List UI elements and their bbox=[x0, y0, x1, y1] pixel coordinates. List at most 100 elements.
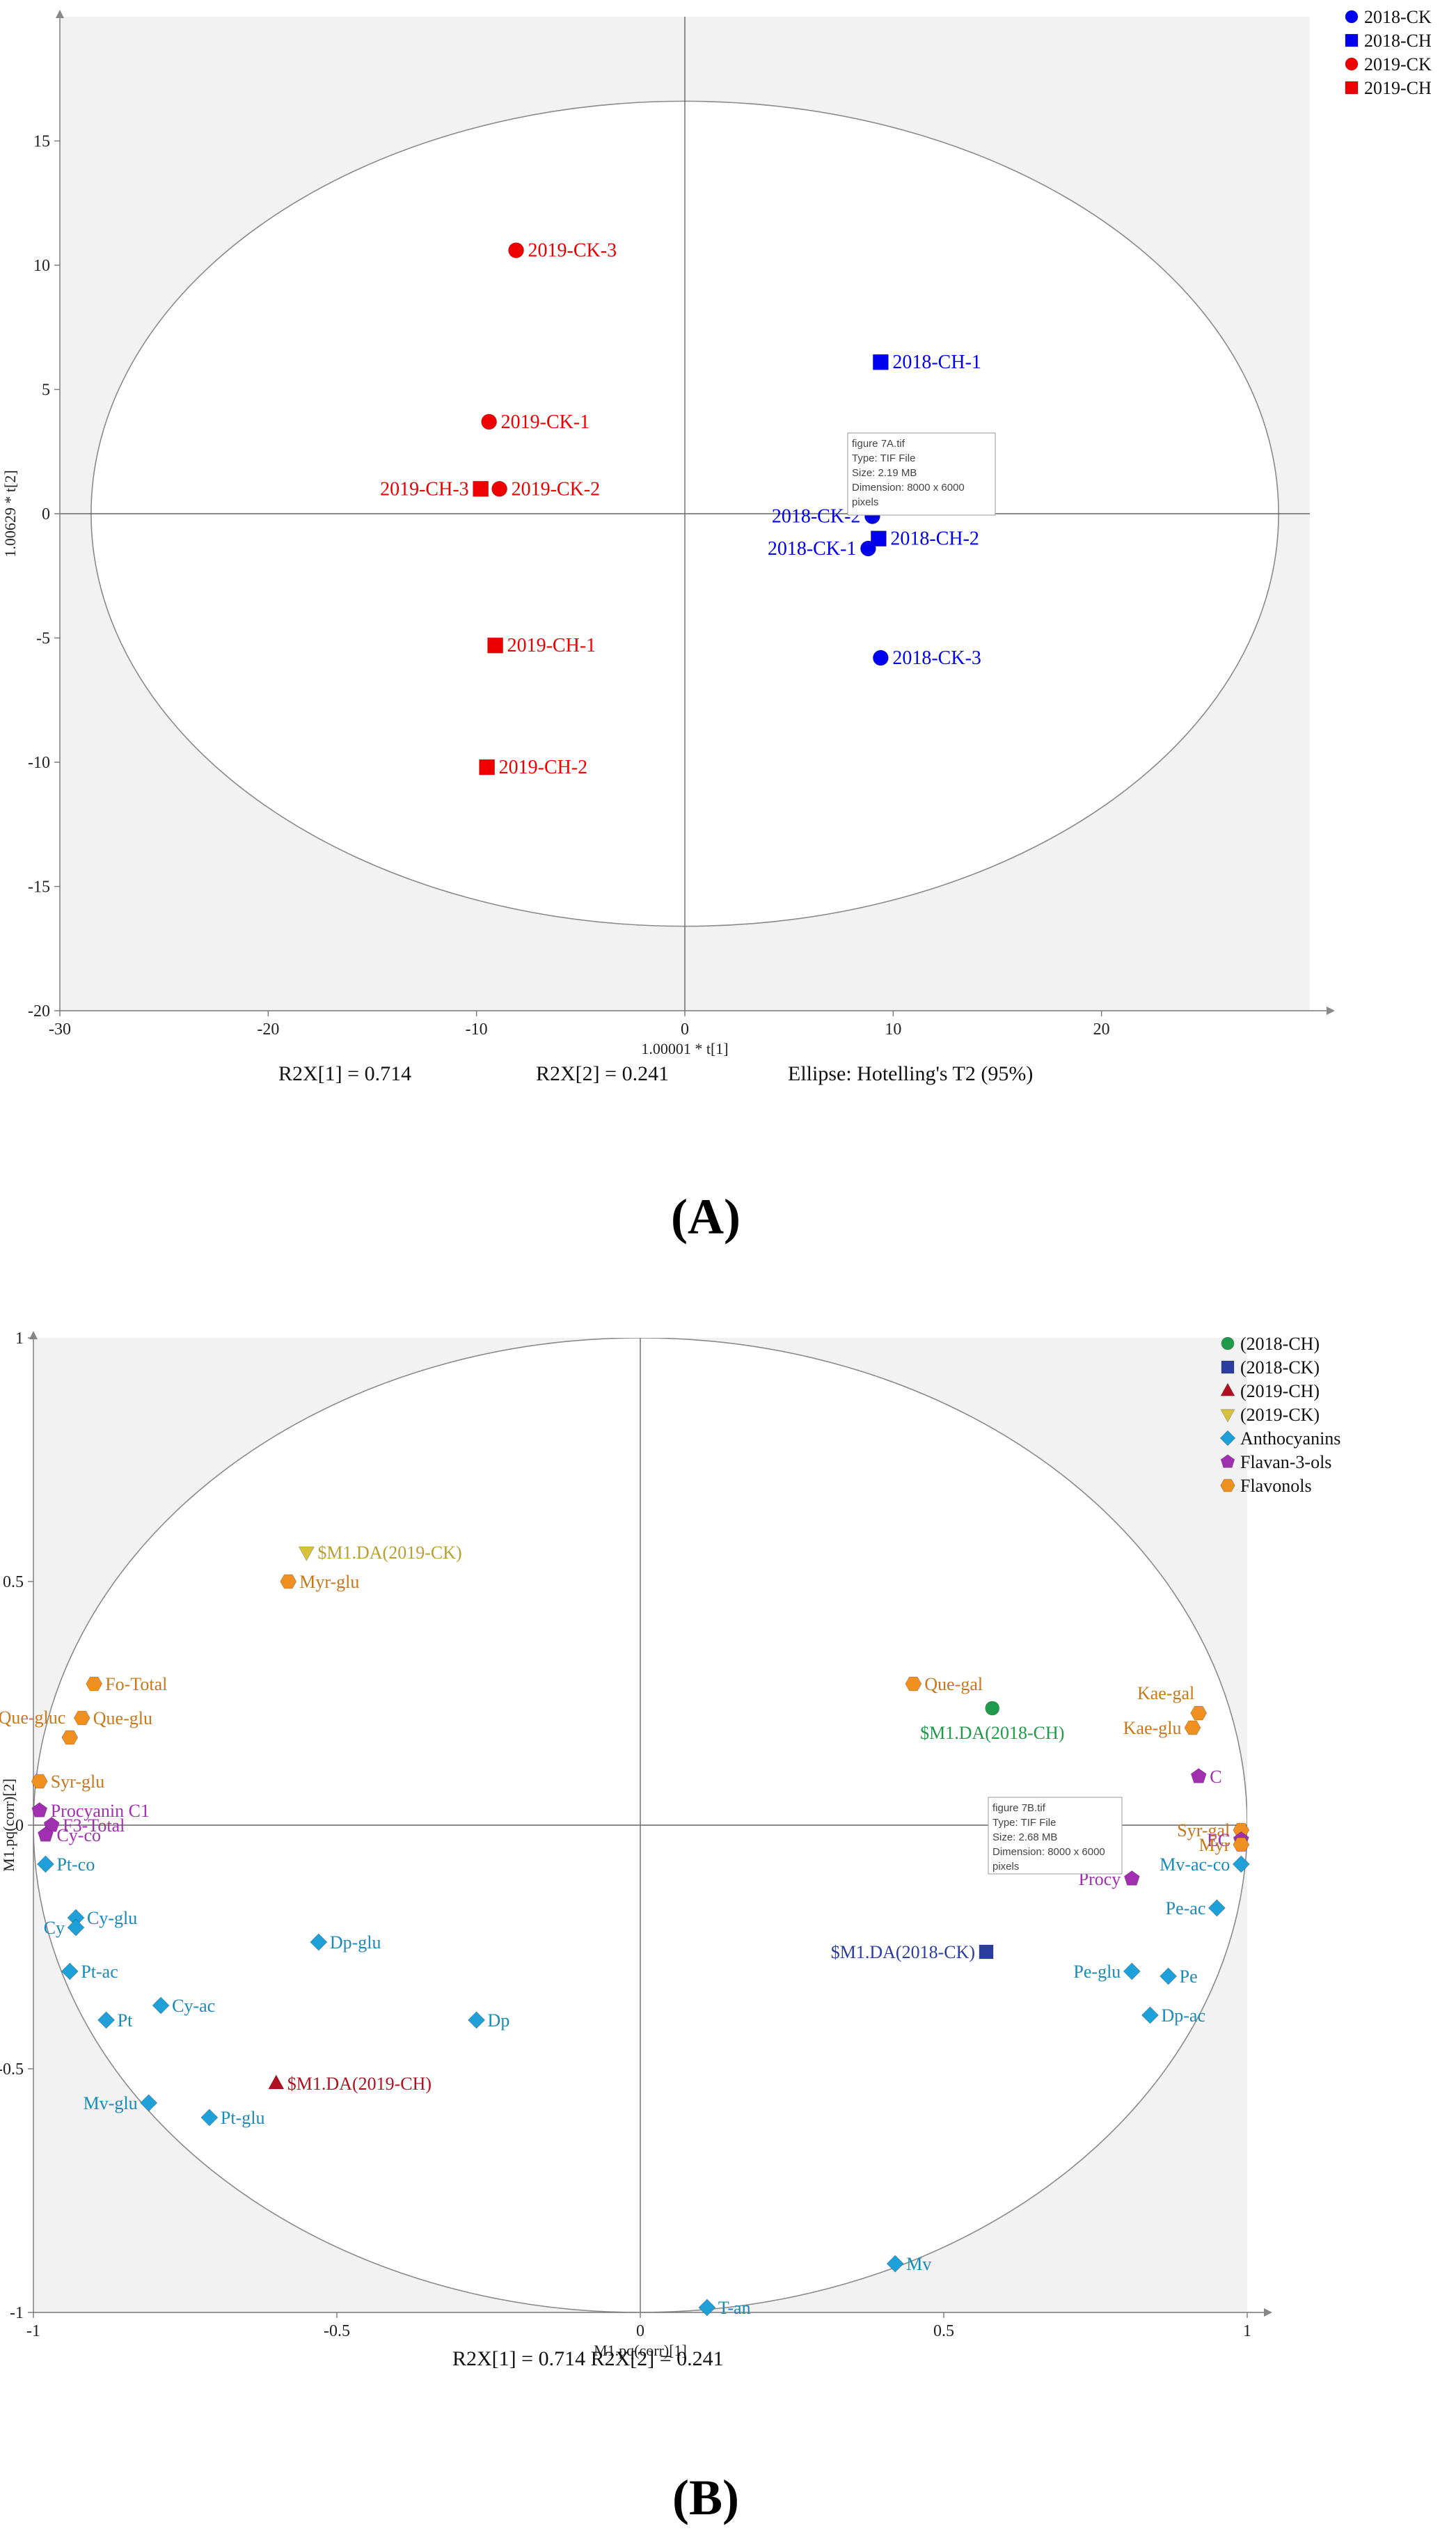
x-tick-label: -10 bbox=[466, 1020, 488, 1039]
legend-marker bbox=[1221, 1337, 1235, 1350]
legend-item: 2019-CH bbox=[1345, 78, 1432, 98]
data-point-label: 2018-CK-3 bbox=[892, 647, 981, 669]
legend-marker bbox=[1220, 1479, 1235, 1492]
legend-marker bbox=[1345, 33, 1359, 47]
data-point-label: Dp-ac bbox=[1161, 2005, 1205, 2026]
data-point-label: Que-gal bbox=[924, 1674, 983, 1694]
data-point-label: Mv-glu bbox=[84, 2093, 138, 2113]
tooltip-line: figure 7B.tif bbox=[992, 1802, 1046, 1814]
data-point-label: Cy-glu bbox=[87, 1908, 137, 1928]
tooltip-line: Size: 2.19 MB bbox=[852, 467, 917, 479]
data-point-marker bbox=[31, 1774, 48, 1789]
data-point: 2018-CH-1 bbox=[872, 352, 981, 373]
data-point-marker bbox=[310, 1933, 328, 1951]
data-point-marker bbox=[200, 2108, 219, 2127]
data-point: Kae-gal bbox=[1137, 1683, 1208, 1721]
data-point-marker bbox=[1141, 2006, 1160, 2024]
y-tick-label: 1 bbox=[15, 1330, 24, 1348]
model-stat: R2X[2] = 0.241 bbox=[536, 1062, 669, 1085]
data-point-label: Pe-glu bbox=[1073, 1962, 1121, 1982]
tooltip-line: pixels bbox=[992, 1861, 1019, 1872]
data-point-marker bbox=[1232, 1855, 1250, 1873]
data-point: Pe-glu bbox=[1073, 1962, 1141, 1982]
data-point: 2018-CK-1 bbox=[768, 538, 876, 560]
legend-label: 2018-CH bbox=[1364, 31, 1432, 51]
data-point-label: 2018-CK-2 bbox=[772, 506, 861, 528]
data-point-marker bbox=[487, 637, 504, 654]
legend-label: 2019-CH bbox=[1364, 78, 1432, 98]
data-point: Kae-glu bbox=[1123, 1718, 1201, 1738]
y-axis-title: 1.00629 * t[2] bbox=[1, 470, 19, 557]
data-point-label: Myr bbox=[1198, 1835, 1230, 1855]
y-tick-label: 15 bbox=[33, 133, 50, 151]
legend-label: (2019-CK) bbox=[1240, 1405, 1320, 1425]
data-point: Dp-ac bbox=[1141, 2005, 1205, 2026]
legend-item: 2019-CK bbox=[1345, 54, 1432, 74]
tooltip-line: Size: 2.68 MB bbox=[992, 1831, 1057, 1843]
y-axis-title: M1.pq(corr)[2] bbox=[0, 1779, 17, 1872]
data-point-marker bbox=[280, 1574, 297, 1589]
data-point-marker bbox=[38, 1827, 54, 1842]
data-point: Cy-co bbox=[38, 1825, 101, 1845]
data-point: 2018-CK-2 bbox=[772, 506, 880, 528]
data-point: Pe-ac bbox=[1166, 1898, 1226, 1918]
panel-label: (B) bbox=[672, 2470, 739, 2525]
legend-item: 2018-CK bbox=[1345, 7, 1432, 27]
data-point: Cy-glu bbox=[67, 1908, 137, 1928]
data-point-label: Kae-glu bbox=[1123, 1718, 1182, 1738]
data-point: Pt bbox=[97, 2010, 133, 2031]
data-point: Myr-glu bbox=[280, 1572, 359, 1592]
data-point-label: C bbox=[1210, 1767, 1221, 1787]
data-point: C bbox=[1190, 1767, 1222, 1787]
legend-item: (2018-CH) bbox=[1221, 1334, 1320, 1354]
tooltip-line: Type: TIF File bbox=[992, 1817, 1056, 1829]
x-tick-label: 10 bbox=[885, 1020, 901, 1039]
data-point: Cy bbox=[44, 1918, 85, 1938]
x-tick-label: -0.5 bbox=[324, 2322, 350, 2340]
y-axis-arrow bbox=[56, 10, 64, 18]
data-point: Cy-ac bbox=[152, 1996, 215, 2016]
y-axis-arrow bbox=[29, 1331, 38, 1339]
data-point-marker bbox=[508, 242, 524, 258]
data-point-label: Dp-glu bbox=[330, 1932, 381, 1953]
data-point-marker bbox=[61, 1730, 79, 1745]
legend-label: (2018-CH) bbox=[1240, 1334, 1320, 1354]
legend-label: Flavan-3-ols bbox=[1240, 1452, 1331, 1472]
data-point-label: Mv bbox=[906, 2254, 931, 2274]
x-axis-title: 1.00001 * t[1] bbox=[641, 1040, 728, 1057]
data-point-label: Pt-co bbox=[56, 1854, 95, 1875]
y-tick-label: 0.5 bbox=[3, 1573, 24, 1591]
data-point-marker bbox=[985, 1701, 1000, 1716]
model-stat: Ellipse: Hotelling's T2 (95%) bbox=[788, 1062, 1033, 1085]
data-point-marker bbox=[479, 759, 496, 775]
y-tick-label: -15 bbox=[28, 878, 50, 897]
data-point-label: Cy bbox=[44, 1918, 65, 1938]
data-point-label: 2019-CK-2 bbox=[512, 478, 601, 500]
data-point: 2018-CH-2 bbox=[870, 528, 979, 550]
data-point-label: 2019-CH-1 bbox=[507, 635, 596, 656]
data-point-marker bbox=[979, 1944, 994, 1960]
y-tick-label: -20 bbox=[28, 1002, 50, 1020]
data-point-marker bbox=[870, 530, 887, 547]
data-point: Myr bbox=[1198, 1835, 1250, 1855]
data-point-label: Cy-co bbox=[56, 1825, 101, 1845]
data-point-label: Myr-glu bbox=[299, 1572, 359, 1592]
data-point-label: 2019-CH-2 bbox=[499, 757, 588, 778]
data-point: Procyanin C1 bbox=[31, 1801, 150, 1821]
x-axis-arrow bbox=[1264, 2308, 1272, 2317]
y-tick-label: -10 bbox=[28, 754, 50, 772]
x-tick-label: -1 bbox=[26, 2322, 40, 2340]
tooltip-line: pixels bbox=[852, 496, 878, 508]
data-point: Syr-glu bbox=[31, 1772, 104, 1792]
y-tick-label: 0 bbox=[15, 1817, 24, 1835]
legend-item: (2019-CH) bbox=[1220, 1381, 1320, 1401]
data-point: Mv-ac-co bbox=[1160, 1854, 1250, 1875]
x-tick-label: 1 bbox=[1243, 2322, 1251, 2340]
data-point-marker bbox=[473, 480, 489, 497]
legend-label: (2018-CK) bbox=[1240, 1357, 1320, 1378]
data-point-marker bbox=[1160, 1967, 1178, 1985]
data-point-marker bbox=[1208, 1899, 1226, 1917]
data-point-marker bbox=[872, 354, 889, 370]
legend-marker bbox=[1220, 1409, 1235, 1423]
